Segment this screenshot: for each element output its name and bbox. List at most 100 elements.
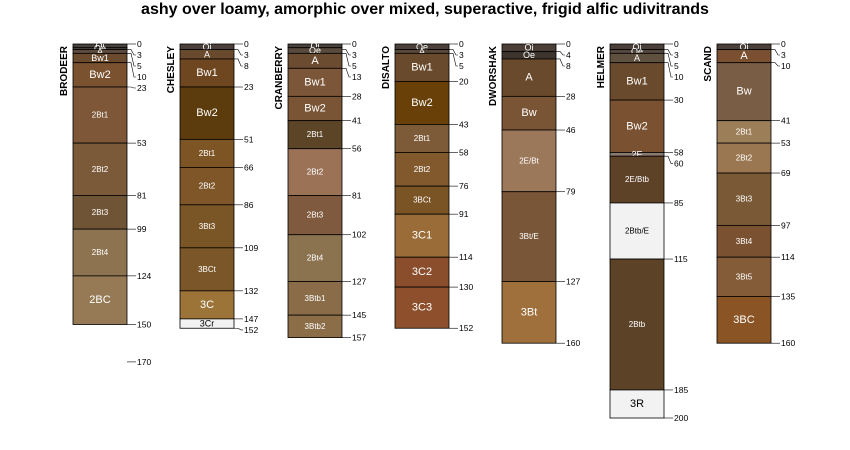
horizon-label: 3BCt (413, 196, 432, 205)
horizon-label: 3C (200, 299, 214, 311)
horizon-cranberry-3btb1 (287, 281, 343, 316)
depth-label: 102 (352, 230, 366, 240)
horizon-label: 3Bt3 (199, 222, 216, 231)
horizon-label: 2Btb/E (625, 227, 649, 236)
horizon-chesley-3bt3 (179, 204, 235, 249)
horizon-label: Oi (96, 41, 105, 51)
horizon-label: 3Btb2 (305, 322, 326, 331)
horizon-label: Bw2 (89, 69, 110, 81)
horizon-label: 2Bt2 (307, 168, 324, 177)
horizon-scand-3bt3 (716, 172, 772, 226)
depth-leader (127, 53, 136, 67)
depth-leader (449, 53, 458, 67)
horizon-label: 2Bt2 (199, 182, 216, 191)
horizon-label: 3BCt (198, 265, 217, 274)
horizon-label: Bw2 (196, 107, 217, 119)
depth-label: 85 (674, 198, 684, 208)
depth-label: 10 (137, 72, 147, 82)
depth-label: 109 (244, 243, 258, 253)
horizon-label: 3Bt3 (736, 195, 753, 204)
horizon-label: 3Bt5 (736, 272, 753, 281)
depth-label: 170 (137, 357, 151, 367)
depth-label: 5 (459, 61, 464, 71)
depth-leader (556, 51, 565, 56)
depth-label: 160 (781, 338, 795, 348)
horizon-chesley-3c (179, 290, 235, 320)
horizon-label: 3BC (733, 314, 754, 326)
horizon-chesley-2bt1 (179, 138, 235, 168)
horizon-label: 3Bt (521, 306, 538, 318)
depth-label: 0 (244, 39, 249, 49)
depth-label: 8 (566, 61, 571, 71)
depth-leader (342, 53, 351, 67)
horizon-brodeer-2bt2 (72, 142, 128, 196)
horizon-cranberry-2bt1 (287, 120, 343, 150)
horizon-cranberry-2bt4 (287, 234, 343, 282)
depth-leader (127, 62, 136, 78)
depth-label: 28 (352, 91, 362, 101)
horizon-label: A (311, 55, 319, 67)
depth-leader (664, 53, 673, 67)
horizon-label: 2Bt2 (736, 154, 753, 163)
depth-label: 99 (137, 224, 147, 234)
profile-name-brodeer: BRODEER (59, 45, 70, 96)
horizon-label: A (525, 72, 533, 84)
horizon-brodeer-2bt4 (72, 228, 128, 277)
depth-label: 58 (674, 147, 684, 157)
horizon-label: 2Bt1 (92, 111, 109, 120)
horizon-disalto-3c2 (394, 256, 450, 288)
depth-label: 152 (459, 323, 473, 333)
horizon-label: 3C1 (412, 230, 432, 242)
horizon-cranberry-3btb2 (287, 314, 343, 338)
horizon-label: 2Bt4 (307, 254, 324, 263)
horizon-brodeer-2bt1 (72, 86, 128, 144)
depth-label: 127 (352, 276, 366, 286)
depth-leader (342, 68, 351, 78)
depth-label: 41 (781, 116, 791, 126)
depth-label: 147 (244, 314, 258, 324)
horizon-dworshak-3bt (501, 281, 557, 344)
depth-label: 81 (352, 190, 362, 200)
horizon-label: Bw1 (196, 67, 217, 79)
horizon-label: 2Bt3 (307, 211, 324, 220)
horizon-label: 2E (631, 149, 642, 159)
profile-name-disalto: DISALTO (381, 46, 392, 89)
profile-name-scand: SCAND (703, 46, 714, 82)
depth-label: 3 (459, 50, 464, 60)
depth-label: 132 (244, 286, 258, 296)
horizon-cranberry-2bt3 (287, 195, 343, 236)
depth-leader (664, 62, 673, 78)
depth-leader (771, 62, 780, 67)
depth-label: 5 (137, 61, 142, 71)
horizon-label: Bw2 (626, 120, 647, 132)
depth-leader (127, 86, 136, 89)
horizon-label: Oi (203, 42, 212, 52)
depth-label: 60 (674, 158, 684, 168)
horizon-label: 3C2 (412, 266, 432, 278)
horizon-disalto-3bct (394, 185, 450, 215)
depth-label: 58 (459, 147, 469, 157)
horizon-cranberry-bw1 (287, 67, 343, 97)
depth-label: 23 (244, 82, 254, 92)
depth-label: 5 (674, 61, 679, 71)
horizon-chesley-3bct (179, 247, 235, 292)
horizon-label: Oe (631, 46, 643, 56)
profile-name-dworshak: DWORSHAK (488, 45, 499, 106)
depth-label: 8 (244, 61, 249, 71)
horizon-label: A (204, 49, 210, 59)
depth-label: 53 (781, 138, 791, 148)
depth-label: 160 (566, 338, 580, 348)
depth-label: 86 (244, 200, 254, 210)
horizon-scand-3bt5 (716, 256, 772, 297)
depth-label: 13 (352, 72, 362, 82)
depth-leader (234, 327, 243, 331)
horizon-label: Bw2 (411, 97, 432, 109)
horizon-label: 2Bt4 (92, 248, 109, 257)
depth-label: 69 (781, 168, 791, 178)
depth-leader (664, 49, 673, 56)
depth-label: 152 (244, 325, 258, 335)
horizon-label: Bw (521, 107, 536, 119)
horizon-scand-3bc (716, 296, 772, 344)
horizon-helmer-bw1 (609, 62, 665, 101)
horizon-label: 2Bt1 (736, 127, 753, 136)
